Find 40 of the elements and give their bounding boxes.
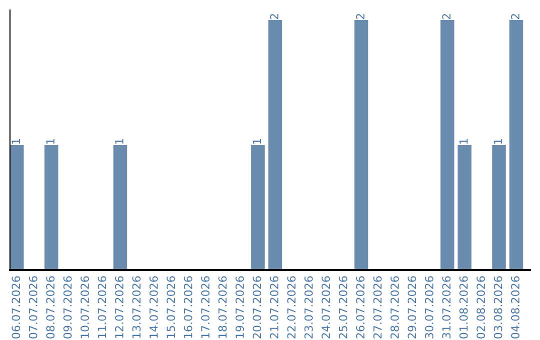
x-tick-label: 30.07.2026: [424, 276, 434, 338]
x-tick-label: 15.07.2026: [166, 276, 176, 338]
data-label: 2: [511, 14, 520, 20]
x-tick-label: 06.07.2026: [12, 276, 20, 338]
x-tick-label: 04.08.2026: [511, 276, 520, 338]
x-tick-label: 09.07.2026: [63, 276, 72, 338]
data-label: 2: [442, 14, 450, 20]
x-tick-label: 26.07.2026: [356, 276, 364, 338]
x-tick-label: 19.07.2026: [236, 276, 244, 338]
x-tick-label: 08.07.2026: [46, 276, 55, 338]
data-label: 2: [356, 14, 364, 20]
x-tick-label: 14.07.2026: [149, 276, 158, 338]
data-label: 1: [460, 138, 468, 144]
x-tick-label: 21.07.2026: [270, 276, 278, 338]
x-tick-label: 25.07.2026: [338, 276, 348, 338]
x-tick-label: 31.07.2026: [442, 276, 451, 338]
x-tick-label: 29.07.2026: [408, 276, 416, 338]
x-tick-label: 23.07.2026: [304, 276, 313, 338]
data-label: 1: [46, 138, 54, 144]
x-tick-label: 24.07.2026: [322, 276, 330, 338]
x-tick-label: 17.07.2026: [201, 276, 210, 338]
x-tick-label: 01.08.2026: [459, 276, 468, 338]
x-tick-label: 12.07.2026: [115, 276, 124, 338]
x-tick-label: 28.07.2026: [390, 276, 399, 338]
x-tick-label: 18.07.2026: [218, 276, 227, 338]
x-tick-label: 07.07.2026: [28, 276, 38, 338]
x-tick-label: 03.08.2026: [494, 276, 502, 338]
x-tick-label: 02.08.2026: [476, 276, 486, 338]
x-tick-label: 20.07.2026: [252, 276, 262, 338]
data-label: 1: [115, 138, 124, 144]
data-label: 1: [12, 138, 20, 144]
x-tick-label: 10.07.2026: [80, 276, 89, 338]
x-tick-label: 16.07.2026: [184, 276, 192, 338]
data-label: 2: [270, 14, 278, 20]
x-tick-label: 11.07.2026: [98, 276, 106, 338]
x-tick-label: 22.07.2026: [287, 276, 296, 338]
data-label: 1: [494, 138, 502, 144]
data-label: 1: [252, 138, 262, 144]
x-tick-label: 13.07.2026: [132, 276, 141, 338]
x-tick-label: 27.07.2026: [373, 276, 382, 338]
